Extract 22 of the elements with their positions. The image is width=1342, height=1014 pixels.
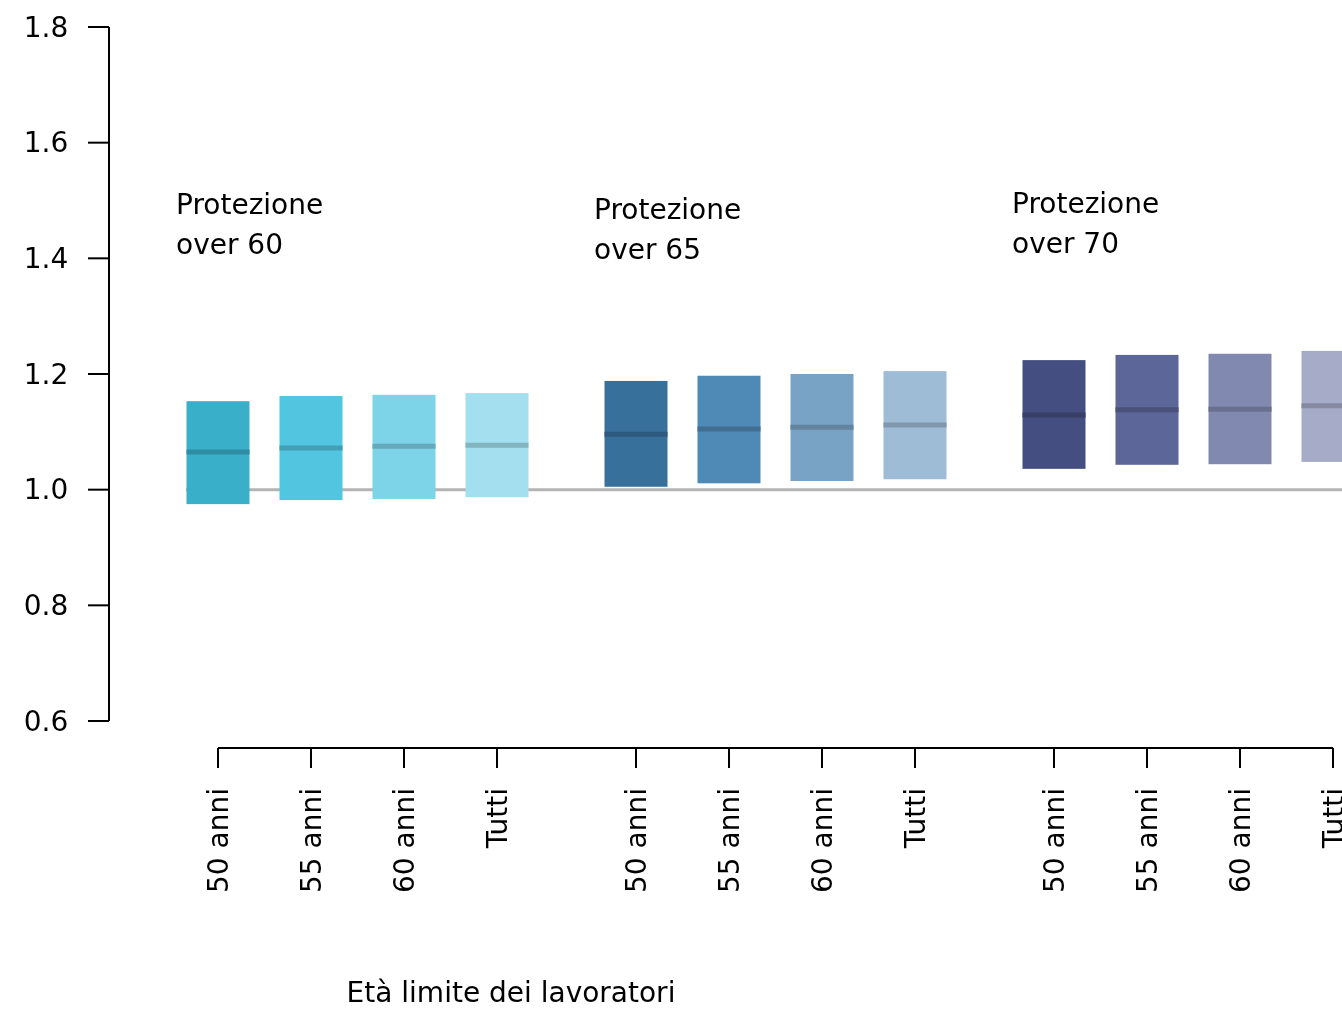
y-tick-label: 0.6 <box>23 704 69 738</box>
y-tick-label: 1.8 <box>23 10 69 44</box>
y-tick-label: 1.6 <box>23 126 69 160</box>
x-tick-label: 60 anni <box>1224 788 1257 893</box>
y-tick-label: 1.0 <box>23 473 69 507</box>
x-tick-label: 50 anni <box>1038 788 1071 893</box>
annotation: Protezione over 70 <box>1012 187 1160 260</box>
x-tick-label: 60 anni <box>806 788 839 893</box>
x-axis-title: Età limite dei lavoratori <box>346 976 676 1009</box>
x-tick-label: 55 anni <box>1131 788 1164 893</box>
x-tick-label: 60 anni <box>388 788 421 893</box>
y-tick-label: 1.2 <box>23 357 69 391</box>
x-tick-label: 55 anni <box>713 788 746 893</box>
annotation: Protezione over 60 <box>176 188 324 261</box>
x-tick-label: 55 anni <box>295 788 328 893</box>
annotation: Protezione over 65 <box>594 193 742 266</box>
y-tick-label: 1.4 <box>23 242 69 276</box>
x-tick-label: Tutti <box>899 788 932 850</box>
x-tick-label: Tutti <box>481 788 514 850</box>
x-tick-label: 50 anni <box>620 788 653 893</box>
x-tick-label: 50 anni <box>202 788 235 893</box>
y-tick-label: 0.8 <box>23 589 69 623</box>
